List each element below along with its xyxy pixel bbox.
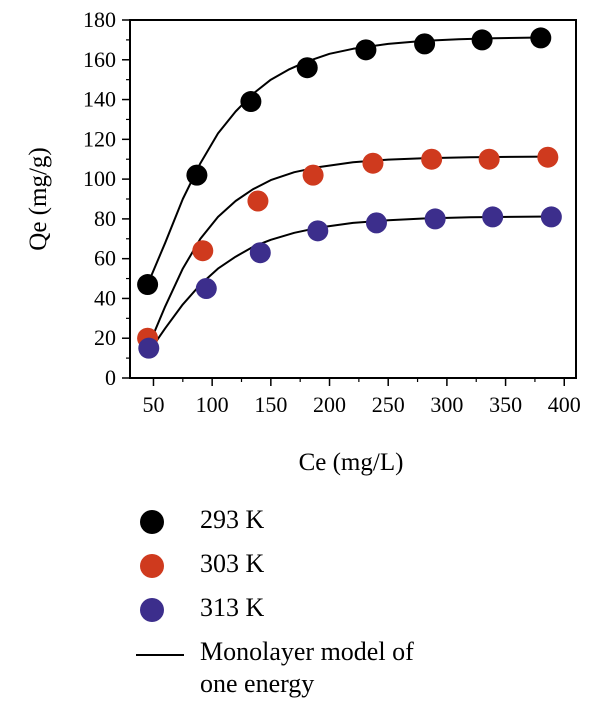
fit-line-313k <box>147 215 552 353</box>
y-tick-label: 80 <box>94 206 116 231</box>
legend-label-293k: 293 K <box>200 505 265 534</box>
data-point-313k <box>482 206 504 228</box>
data-point-313k <box>138 337 160 359</box>
legend-marker-303k <box>140 554 164 578</box>
x-tick-label: 100 <box>196 392 229 417</box>
data-point-313k <box>195 278 217 299</box>
y-axis-title: Qe (mg/g) <box>25 147 52 250</box>
data-point-313k <box>249 242 271 264</box>
y-tick-label: 160 <box>83 47 116 72</box>
data-point-293k <box>414 33 436 55</box>
data-point-313k <box>307 220 329 242</box>
x-tick-label: 150 <box>254 392 287 417</box>
data-point-293k <box>186 164 208 186</box>
legend: 293 K 303 K 313 K Monolayer model of one… <box>130 502 590 698</box>
y-tick-label: 20 <box>94 325 116 350</box>
model-fit-lines <box>146 36 552 353</box>
x-axis-title: Ce (mg/L) <box>299 449 404 476</box>
legend-line-model <box>136 654 184 656</box>
y-tick-label: 0 <box>105 365 116 390</box>
y-tick-label: 120 <box>83 126 116 151</box>
y-tick-label: 60 <box>94 246 116 271</box>
legend-marker-313k <box>140 598 164 622</box>
y-tick-label: 100 <box>83 166 116 191</box>
data-point-313k <box>424 208 446 230</box>
data-point-293k <box>355 39 377 61</box>
data-point-293k <box>240 91 262 113</box>
data-point-293k <box>137 274 159 296</box>
x-tick-label: 350 <box>489 392 522 417</box>
data-point-293k <box>530 27 552 49</box>
y-tick-label: 40 <box>94 285 116 310</box>
data-point-293k <box>471 29 493 51</box>
x-tick-label: 250 <box>372 392 405 417</box>
legend-item-303k: 303 K <box>130 546 590 590</box>
plot-frame <box>129 19 577 379</box>
x-tick-label: 50 <box>142 392 164 417</box>
legend-item-293k: 293 K <box>130 502 590 546</box>
data-points <box>137 27 562 359</box>
data-point-313k <box>365 212 387 234</box>
isotherm-chart: 50 100 150 200 250 300 350 400 0 20 40 60 80 100 120 14… <box>25 7 581 476</box>
data-point-293k <box>296 57 318 79</box>
y-tick-label: 180 <box>83 7 116 32</box>
data-point-313k <box>540 206 562 228</box>
axis-ticks: 50 100 150 200 250 300 350 400 0 20 40 60 80 100 120 14… <box>83 7 581 417</box>
x-tick-label: 300 <box>430 392 463 417</box>
data-point-303k <box>192 240 214 262</box>
data-point-303k <box>302 164 324 186</box>
data-point-303k <box>478 148 500 170</box>
legend-label-model: Monolayer model of one energy <box>200 637 414 698</box>
legend-item-313k: 313 K <box>130 590 590 634</box>
legend-label-303k: 303 K <box>200 549 265 578</box>
y-tick-label: 140 <box>83 87 116 112</box>
data-point-303k <box>247 190 269 212</box>
x-tick-label: 200 <box>313 392 346 417</box>
legend-item-model: Monolayer model of one energy <box>130 634 590 698</box>
x-tick-label: 400 <box>548 392 581 417</box>
data-point-303k <box>421 148 443 170</box>
fit-line-303k <box>146 155 548 349</box>
legend-marker-293k <box>140 510 164 534</box>
legend-label-313k: 313 K <box>200 593 265 622</box>
data-point-303k <box>362 152 384 174</box>
data-point-303k <box>537 146 559 168</box>
